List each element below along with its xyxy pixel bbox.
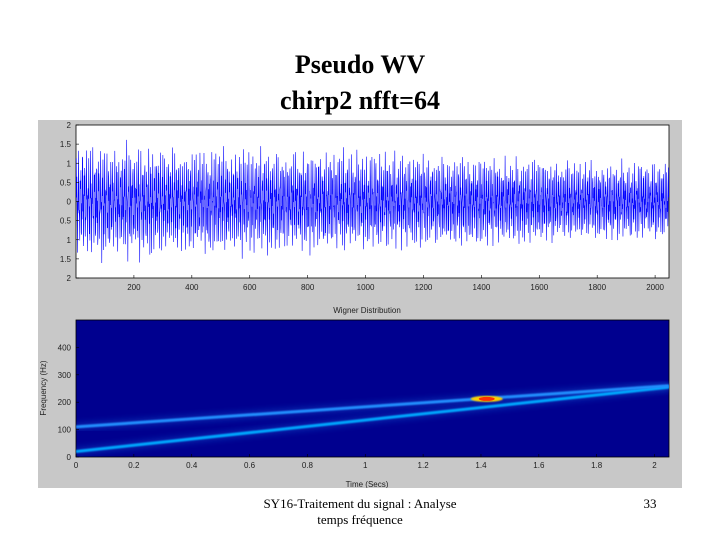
slide-footer: SY16-Traitement du signal : Analyse temp… — [240, 496, 480, 528]
wigner-y-tick-label: 400 — [58, 343, 72, 352]
signal-y-tick-label: 1.5 — [60, 255, 72, 264]
footer-line2: temps fréquence — [317, 512, 403, 527]
wigner-x-tick-label: 0.4 — [186, 461, 198, 470]
wigner-x-tick-label: 1 — [363, 461, 368, 470]
signal-y-tick-label: 2 — [67, 274, 72, 283]
signal-x-tick-label: 1200 — [415, 283, 433, 292]
figure-panel: 200 400 600 800 1000 1200 1400 1600 1800 2000 2 1.… — [38, 120, 682, 488]
wigner-y-tick-label: 0 — [67, 453, 72, 462]
wigner-components — [76, 381, 669, 456]
wigner-plot: 0 0.2 0.4 0.6 0.8 1 1.2 1.4 1.6 1.8 2 0 100 200 300 40… — [39, 319, 670, 488]
signal-y-ticks: 2 1.5 1 0.5 0 0.5 1 1.5 2 — [60, 121, 79, 283]
page-number: 33 — [643, 496, 657, 511]
signal-series — [76, 139, 669, 264]
signal-x-tick-label: 800 — [301, 283, 315, 292]
signal-line — [76, 139, 669, 264]
wigner-x-tick-label: 0.6 — [244, 461, 256, 470]
wigner-x-tick-label: 1.2 — [418, 461, 430, 470]
wigner-y-tick-label: 300 — [58, 371, 72, 380]
signal-y-tick-label: 1 — [67, 236, 72, 245]
wigner-title: Wigner Distribution — [333, 306, 401, 315]
signal-x-tick-label: 1800 — [588, 283, 606, 292]
wigner-x-tick-label: 0.2 — [128, 461, 140, 470]
slide-title-line2: chirp2 nfft=64 — [280, 86, 440, 115]
signal-y-tick-label: 0.5 — [60, 217, 72, 226]
slide-title-line1: Pseudo WV — [294, 50, 426, 79]
wigner-ylabel: Frequency (Hz) — [39, 360, 48, 415]
wigner-x-tick-label: 0.8 — [302, 461, 314, 470]
wigner-xlabel: Time (Secs) — [346, 480, 389, 488]
signal-y-tick-label: 0.5 — [60, 178, 72, 187]
footer-line1: SY16-Traitement du signal : Analyse — [263, 496, 457, 511]
wigner-component-chirp — [76, 385, 669, 454]
signal-y-tick-label: 1.5 — [60, 140, 72, 149]
signal-x-tick-label: 200 — [127, 283, 141, 292]
wigner-x-tick-label: 2 — [652, 461, 657, 470]
wigner-x-tick-label: 1.6 — [533, 461, 545, 470]
wigner-y-tick-label: 200 — [58, 398, 72, 407]
signal-x-tick-label: 1600 — [530, 283, 548, 292]
wigner-y-tick-label: 100 — [58, 426, 72, 435]
signal-x-tick-label: 2000 — [646, 283, 664, 292]
signal-x-tick-label: 1000 — [357, 283, 375, 292]
wigner-x-ticks: 0 0.2 0.4 0.6 0.8 1 1.2 1.4 1.6 1.8 2 — [74, 454, 657, 470]
wigner-y-ticks: 0 100 200 300 400 — [58, 343, 79, 462]
signal-x-tick-label: 1400 — [472, 283, 490, 292]
wigner-x-tick-label: 1.4 — [475, 461, 487, 470]
signal-plot: 200 400 600 800 1000 1200 1400 1600 1800 2000 2 1.… — [60, 121, 670, 315]
signal-y-tick-label: 0 — [67, 198, 72, 207]
wigner-component-chirp — [76, 384, 669, 429]
signal-y-tick-label: 1 — [67, 159, 72, 168]
wigner-x-tick-label: 0 — [74, 461, 79, 470]
signal-x-ticks: 200 400 600 800 1000 1200 1400 1600 1800 2000 — [127, 275, 665, 292]
wigner-x-tick-label: 1.8 — [591, 461, 603, 470]
wigner-hotspot — [478, 396, 495, 401]
signal-y-tick-label: 2 — [67, 121, 72, 130]
signal-x-tick-label: 600 — [243, 283, 257, 292]
signal-x-tick-label: 400 — [185, 283, 199, 292]
